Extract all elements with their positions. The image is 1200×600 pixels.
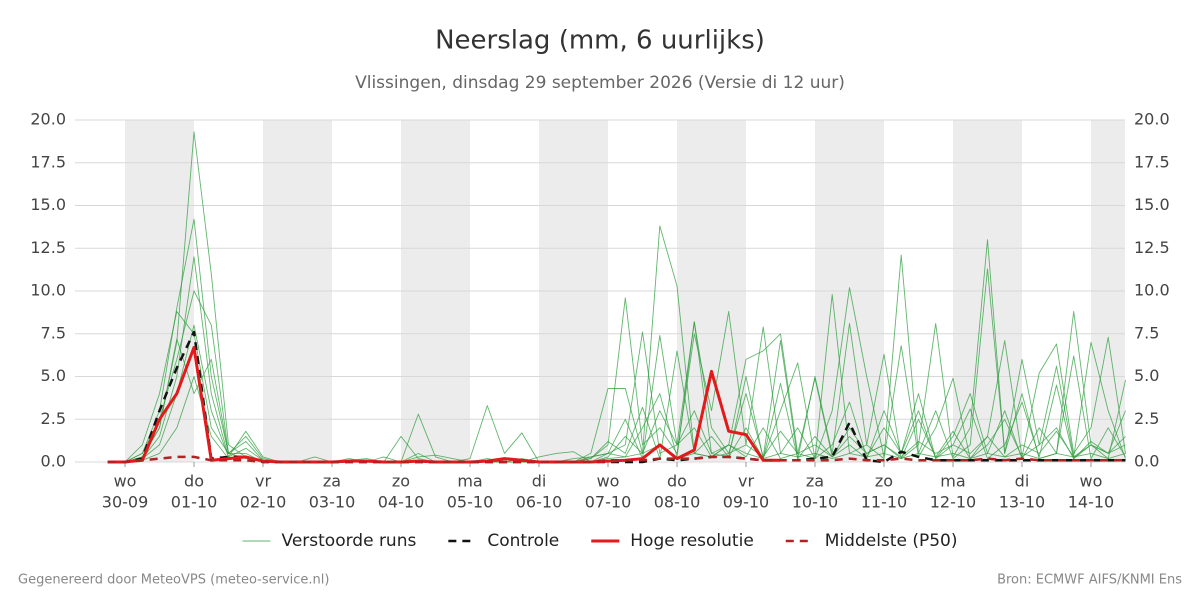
x-tick-date: 10-10 — [792, 493, 839, 512]
y-tick-label: 12.5 — [30, 238, 66, 257]
y2-tick-label: 5.0 — [1134, 366, 1159, 385]
chart-title: Neerslag (mm, 6 uurlijks) — [435, 26, 765, 56]
y-tick-label: 7.5 — [41, 323, 66, 342]
y2-tick-label: 15.0 — [1134, 195, 1170, 214]
x-tick-date: 06-10 — [516, 493, 563, 512]
x-tick-date: 13-10 — [999, 493, 1046, 512]
x-tick-label: di — [1015, 472, 1030, 491]
legend-label: Hoge resolutie — [630, 531, 754, 551]
x-tick-date: 02-10 — [240, 493, 287, 512]
x-tick-date: 30-09 — [102, 493, 149, 512]
x-tick-date: 14-10 — [1068, 493, 1115, 512]
y2-tick-label: 12.5 — [1134, 238, 1170, 257]
y2-tick-label: 20.0 — [1134, 110, 1170, 129]
x-tick-label: do — [184, 472, 204, 491]
legend-label: Controle — [487, 531, 559, 551]
x-tick-date: 11-10 — [861, 493, 908, 512]
y2-tick-label: 7.5 — [1134, 323, 1159, 342]
y-tick-label: 2.5 — [41, 409, 66, 428]
x-tick-date: 04-10 — [378, 493, 425, 512]
y-tick-label: 15.0 — [30, 195, 66, 214]
x-tick-label: do — [667, 472, 687, 491]
x-tick-label: ma — [457, 472, 482, 491]
footer-right: Bron: ECMWF AIFS/KNMI Ens — [997, 573, 1182, 588]
x-tick-label: wo — [114, 472, 137, 491]
x-tick-label: wo — [597, 472, 620, 491]
x-tick-date: 01-10 — [171, 493, 218, 512]
legend-label: Verstoorde runs — [282, 531, 417, 551]
y-tick-label: 5.0 — [41, 366, 66, 385]
x-tick-label: di — [532, 472, 547, 491]
x-tick-date: 09-10 — [723, 493, 770, 512]
y2-tick-label: 10.0 — [1134, 281, 1170, 300]
y-tick-label: 0.0 — [41, 452, 66, 471]
x-tick-label: zo — [392, 472, 410, 491]
chart-subtitle: Vlissingen, dinsdag 29 september 2026 (V… — [355, 73, 845, 93]
x-tick-label: wo — [1080, 472, 1103, 491]
x-tick-label: za — [323, 472, 341, 491]
x-tick-label: ma — [940, 472, 965, 491]
x-tick-label: vr — [255, 472, 271, 491]
x-tick-date: 05-10 — [447, 493, 494, 512]
y-tick-label: 10.0 — [30, 281, 66, 300]
y-tick-label: 17.5 — [30, 152, 66, 171]
x-tick-date: 12-10 — [930, 493, 977, 512]
x-tick-label: vr — [738, 472, 754, 491]
y2-tick-label: 2.5 — [1134, 409, 1159, 428]
legend-label: Middelste (P50) — [825, 531, 958, 551]
legend: Verstoorde runs Controle Hoge resolutie Mid… — [242, 531, 958, 551]
series-line — [107, 455, 1126, 464]
x-tick-label: za — [806, 472, 824, 491]
x-tick-date: 03-10 — [309, 493, 356, 512]
y2-tick-label: 17.5 — [1134, 152, 1170, 171]
y-tick-label: 20.0 — [30, 110, 66, 129]
x-tick-date: 08-10 — [654, 493, 701, 512]
x-tick-label: zo — [875, 472, 893, 491]
footer-left: Gegenereerd door MeteoVPS (meteo-service… — [18, 573, 329, 588]
x-tick-date: 07-10 — [585, 493, 632, 512]
y2-tick-label: 0.0 — [1134, 452, 1159, 471]
